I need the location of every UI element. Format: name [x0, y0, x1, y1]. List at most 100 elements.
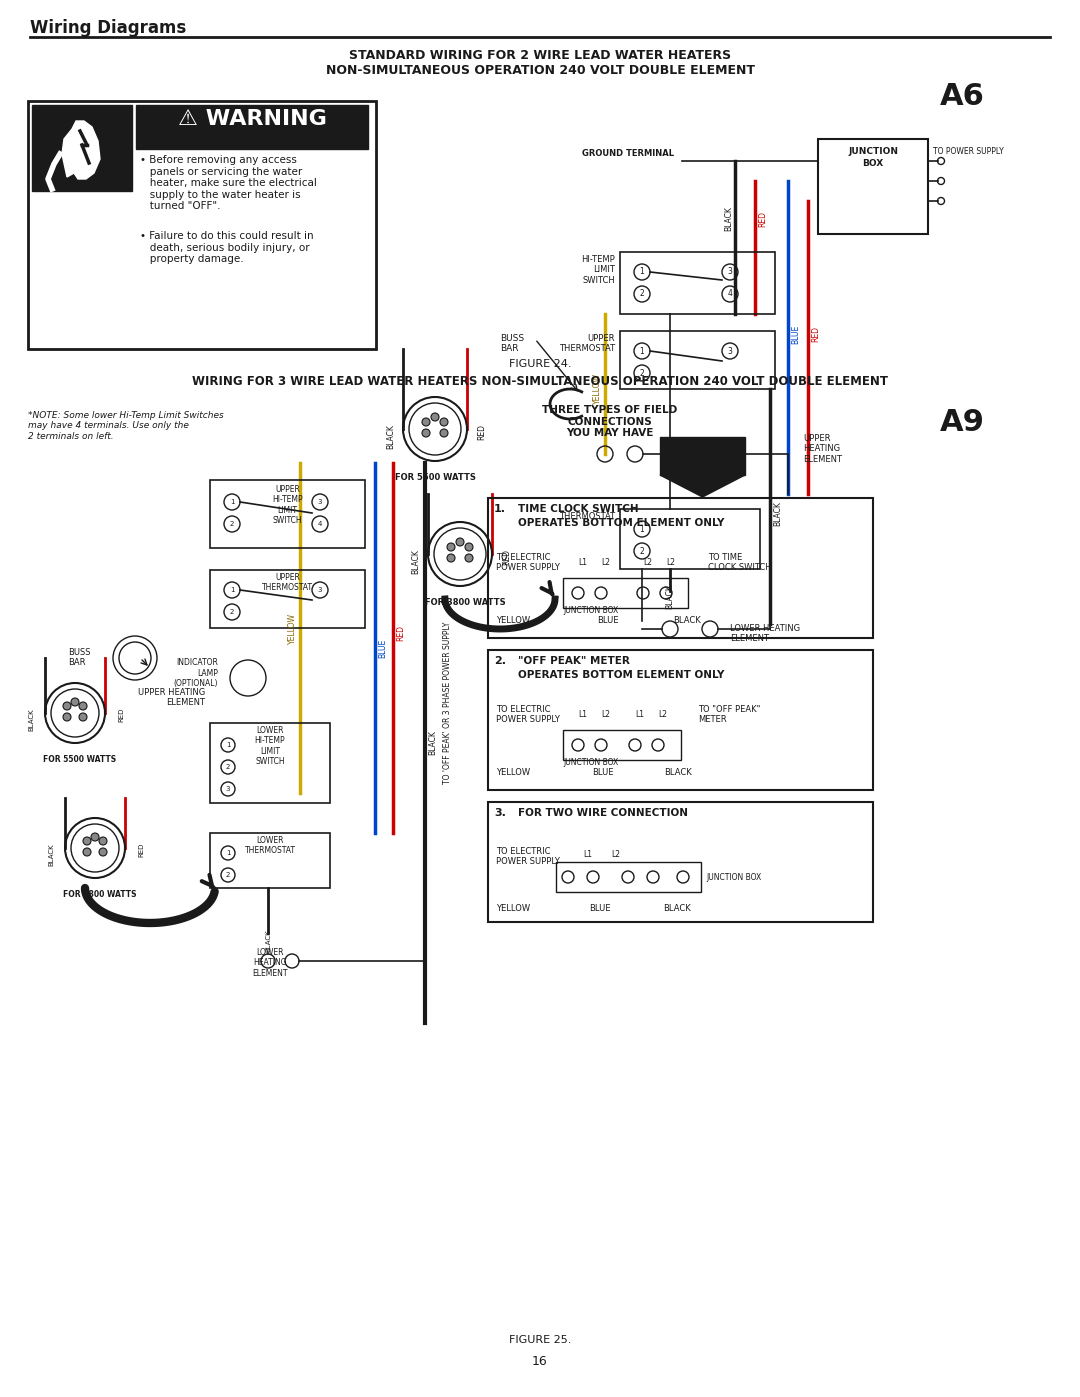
Circle shape — [99, 837, 107, 845]
Text: 1: 1 — [639, 524, 645, 534]
Text: RED: RED — [502, 549, 512, 564]
Text: Wiring Diagrams: Wiring Diagrams — [30, 20, 186, 36]
Text: INDICATOR
LAMP
(OPTIONAL): INDICATOR LAMP (OPTIONAL) — [174, 658, 218, 687]
Bar — [563, 578, 688, 608]
Text: TO "OFF PEAK"
METER: TO "OFF PEAK" METER — [698, 705, 760, 725]
Text: *NOTE: Some lower Hi-Temp Limit Switches
may have 4 terminals. Use only the
2 te: *NOTE: Some lower Hi-Temp Limit Switches… — [28, 411, 224, 441]
Circle shape — [79, 712, 87, 721]
Text: L1: L1 — [635, 710, 645, 719]
Text: TO ELECTRIC
POWER SUPPLY: TO ELECTRIC POWER SUPPLY — [496, 847, 559, 866]
Text: 4: 4 — [728, 289, 732, 299]
Text: BLACK: BLACK — [664, 768, 692, 777]
Text: 2: 2 — [639, 369, 645, 377]
Text: BUSS
BAR: BUSS BAR — [68, 648, 91, 668]
Text: GROUND TERMINAL: GROUND TERMINAL — [582, 149, 674, 158]
Text: YELLOW: YELLOW — [496, 616, 530, 624]
Text: 1: 1 — [226, 849, 230, 856]
Bar — [818, 138, 928, 235]
Text: OPERATES BOTTOM ELEMENT ONLY: OPERATES BOTTOM ELEMENT ONLY — [518, 671, 725, 680]
Text: 1: 1 — [230, 587, 234, 592]
Text: LOWER
HI-TEMP
LIMIT
SWITCH: LOWER HI-TEMP LIMIT SWITCH — [255, 726, 285, 766]
Bar — [488, 650, 873, 789]
Text: L2: L2 — [666, 557, 675, 567]
Text: A6: A6 — [940, 82, 985, 110]
Text: BLACK: BLACK — [28, 708, 33, 731]
Bar — [660, 437, 745, 475]
Text: THERMOSTAT: THERMOSTAT — [558, 511, 615, 521]
Text: FOR 5500 WATTS: FOR 5500 WATTS — [43, 754, 117, 764]
Text: TO 'OFF PEAK' OR 3 PHASE POWER SUPPLY: TO 'OFF PEAK' OR 3 PHASE POWER SUPPLY — [443, 622, 451, 784]
Bar — [210, 724, 330, 803]
Text: BUSS
BAR: BUSS BAR — [500, 334, 524, 353]
Text: TO ELECTRIC
POWER SUPPLY: TO ELECTRIC POWER SUPPLY — [496, 553, 559, 573]
Circle shape — [63, 712, 71, 721]
Polygon shape — [62, 122, 100, 179]
Text: UPPER
THERMOSTAT: UPPER THERMOSTAT — [262, 573, 313, 592]
Text: STANDARD WIRING FOR 2 WIRE LEAD WATER HEATERS: STANDARD WIRING FOR 2 WIRE LEAD WATER HE… — [349, 49, 731, 61]
Text: L1: L1 — [583, 849, 593, 859]
Text: L1: L1 — [579, 710, 588, 719]
Text: UPPER
HI-TEMP
LIMIT
SWITCH: UPPER HI-TEMP LIMIT SWITCH — [272, 485, 302, 525]
Text: FIGURE 24.: FIGURE 24. — [509, 359, 571, 369]
Text: BLACK: BLACK — [673, 616, 701, 624]
Bar — [488, 497, 873, 638]
Text: 3.: 3. — [494, 807, 505, 819]
Text: RED: RED — [396, 624, 405, 641]
Text: 4: 4 — [318, 521, 322, 527]
Text: BLUE: BLUE — [378, 638, 388, 658]
Text: 1: 1 — [230, 499, 234, 504]
Text: 2: 2 — [230, 609, 234, 615]
Text: BLACK: BLACK — [265, 929, 271, 953]
Text: RED: RED — [811, 326, 821, 342]
Text: OPERATES BOTTOM ELEMENT ONLY: OPERATES BOTTOM ELEMENT ONLY — [518, 518, 725, 528]
Text: JUNCTION BOX: JUNCTION BOX — [563, 606, 618, 615]
Bar — [210, 833, 330, 888]
Text: 2: 2 — [226, 872, 230, 877]
Text: TIME CLOCK SWITCH: TIME CLOCK SWITCH — [518, 504, 638, 514]
Circle shape — [91, 833, 99, 841]
Circle shape — [431, 414, 438, 420]
Circle shape — [447, 543, 455, 550]
Text: BLUE: BLUE — [592, 768, 613, 777]
Bar — [620, 251, 775, 314]
Circle shape — [440, 418, 448, 426]
Text: RED: RED — [138, 842, 144, 858]
Text: BLACK: BLACK — [663, 904, 691, 914]
Text: 1: 1 — [226, 742, 230, 747]
Text: UPPER HEATING
ELEMENT: UPPER HEATING ELEMENT — [138, 687, 205, 707]
Text: BLACK: BLACK — [429, 731, 437, 756]
Text: L2: L2 — [611, 849, 621, 859]
Bar — [556, 862, 701, 893]
Text: WIRING FOR 3 WIRE LEAD WATER HEATERS NON-SIMULTANEOUS OPERATION 240 VOLT DOUBLE : WIRING FOR 3 WIRE LEAD WATER HEATERS NON… — [192, 374, 888, 388]
Text: 2: 2 — [639, 546, 645, 556]
Text: 2: 2 — [639, 289, 645, 299]
Bar — [210, 570, 365, 629]
Text: L1: L1 — [579, 557, 588, 567]
Text: BLACK: BLACK — [665, 584, 675, 609]
Text: BLUE: BLUE — [597, 616, 619, 624]
Text: JUNCTION BOX: JUNCTION BOX — [563, 759, 618, 767]
Text: L2: L2 — [602, 557, 610, 567]
Text: 2.: 2. — [494, 657, 507, 666]
Text: "OFF PEAK" METER: "OFF PEAK" METER — [518, 657, 630, 666]
Text: JUNCTION BOX: JUNCTION BOX — [706, 873, 761, 882]
Text: RED: RED — [758, 211, 768, 226]
Text: YELLOW: YELLOW — [496, 768, 530, 777]
Circle shape — [422, 429, 430, 437]
Text: HI-TEMP
LIMIT
SWITCH: HI-TEMP LIMIT SWITCH — [581, 256, 615, 285]
Text: YELLOW: YELLOW — [593, 373, 602, 405]
Text: FOR 3800 WATTS: FOR 3800 WATTS — [64, 890, 137, 900]
Text: FOR 3800 WATTS: FOR 3800 WATTS — [424, 598, 505, 608]
Text: TO POWER SUPPLY: TO POWER SUPPLY — [933, 147, 1003, 156]
Text: LOWER
HEATING
ELEMENT: LOWER HEATING ELEMENT — [253, 949, 287, 978]
Text: BLACK: BLACK — [48, 842, 54, 866]
Text: TO ELECTRIC
POWER SUPPLY: TO ELECTRIC POWER SUPPLY — [496, 705, 559, 725]
Text: RED: RED — [477, 425, 486, 440]
Text: 16: 16 — [532, 1355, 548, 1368]
Bar — [620, 331, 775, 388]
Text: 1: 1 — [639, 267, 645, 277]
Text: • Failure to do this could result in
   death, serious bodily injury, or
   prop: • Failure to do this could result in dea… — [140, 231, 313, 264]
Text: 1: 1 — [639, 346, 645, 355]
Circle shape — [440, 429, 448, 437]
Text: 3: 3 — [226, 787, 230, 792]
